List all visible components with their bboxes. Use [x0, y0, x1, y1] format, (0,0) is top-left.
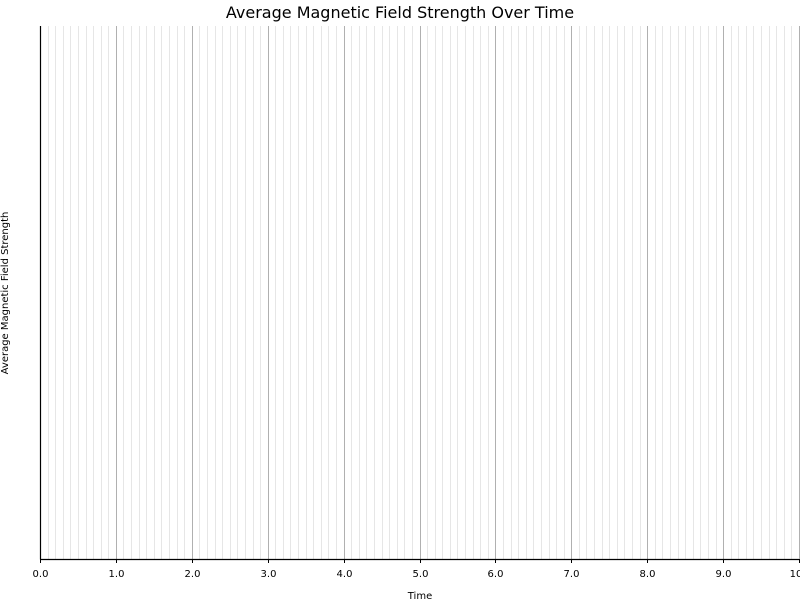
- x-tick-label: 4.0: [337, 569, 353, 580]
- x-tick-label: 8.0: [640, 569, 656, 580]
- x-axis-label: Time: [407, 591, 432, 600]
- x-ticks: 0.0 1.0 2.0 3.0 4.0 5.0 6.0 7.0 8.0 9.0 10: [33, 559, 800, 580]
- major-gridlines: [116, 26, 800, 559]
- x-tick-label: 6.0: [488, 569, 504, 580]
- x-tick-label: 5.0: [413, 569, 429, 580]
- chart-title: Average Magnetic Field Strength Over Tim…: [226, 3, 574, 22]
- x-tick-label: 7.0: [564, 569, 580, 580]
- x-tick-label: 10: [790, 569, 800, 580]
- x-tick-label: 2.0: [185, 569, 201, 580]
- x-tick-label: 0.0: [33, 569, 49, 580]
- x-tick-label: 1.0: [109, 569, 125, 580]
- x-tick-label: 3.0: [261, 569, 277, 580]
- plot-area: 0.0 1.0 2.0 3.0 4.0 5.0 6.0 7.0 8.0 9.0 10: [33, 26, 800, 580]
- y-axis-label: Average Magnetic Field Strength: [0, 212, 11, 375]
- x-tick-label: 9.0: [716, 569, 732, 580]
- minor-gridlines: [48, 26, 792, 559]
